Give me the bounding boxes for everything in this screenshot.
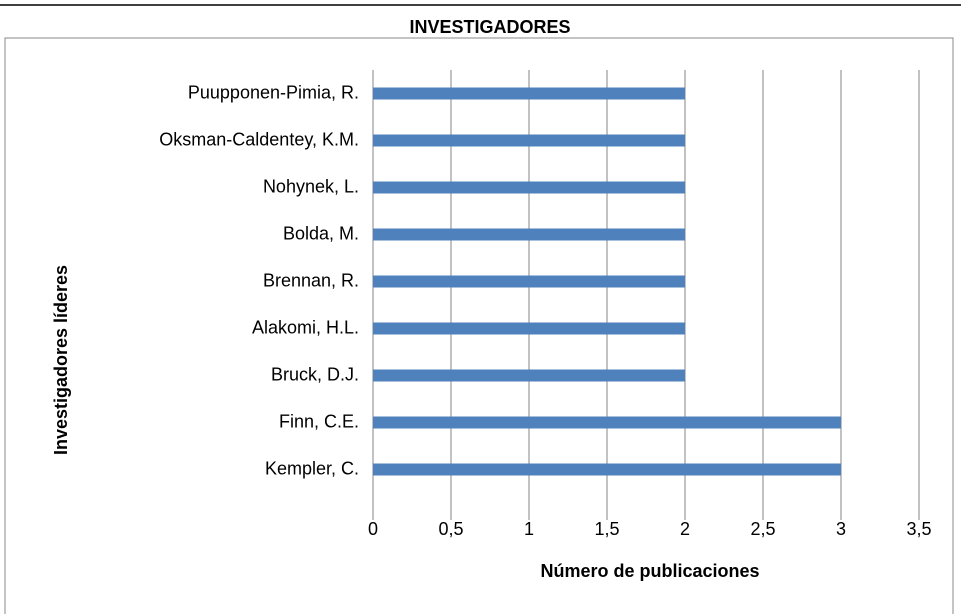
chart-frame	[4, 37, 954, 614]
y-tick-label: Nohynek, L.	[263, 176, 359, 196]
x-tick-label: 0	[368, 519, 378, 539]
x-tick-label: 0,5	[438, 519, 463, 539]
y-tick-label: Brennan, R.	[263, 270, 359, 290]
y-tick-label: Finn, C.E.	[279, 411, 359, 431]
y-tick-label: Kempler, C.	[265, 458, 359, 478]
bar	[373, 416, 841, 429]
y-axis-label: Investigadores líderes	[51, 265, 71, 455]
bar	[373, 87, 685, 100]
x-tick-label: 3,5	[906, 519, 931, 539]
x-tick-label: 1,5	[594, 519, 619, 539]
x-tick-label: 2	[680, 519, 690, 539]
bar	[373, 228, 685, 241]
chart-title: INVESTIGADORES	[409, 17, 570, 37]
x-tick-label: 1	[524, 519, 534, 539]
x-tick-label: 3	[836, 519, 846, 539]
x-tick-label: 2,5	[750, 519, 775, 539]
bar	[373, 181, 685, 194]
x-axis-label: Número de publicaciones	[540, 561, 759, 581]
bar	[373, 463, 841, 476]
y-tick-label: Puupponen-Pimia, R.	[188, 82, 359, 102]
y-tick-label: Bolda, M.	[283, 223, 359, 243]
bar	[373, 134, 685, 147]
y-tick-label: Alakomi, H.L.	[252, 317, 359, 337]
y-tick-label: Oksman-Caldentey, K.M.	[159, 129, 359, 149]
bar	[373, 275, 685, 288]
bar	[373, 322, 685, 335]
y-tick-label: Bruck, D.J.	[271, 364, 359, 384]
bar	[373, 369, 685, 382]
